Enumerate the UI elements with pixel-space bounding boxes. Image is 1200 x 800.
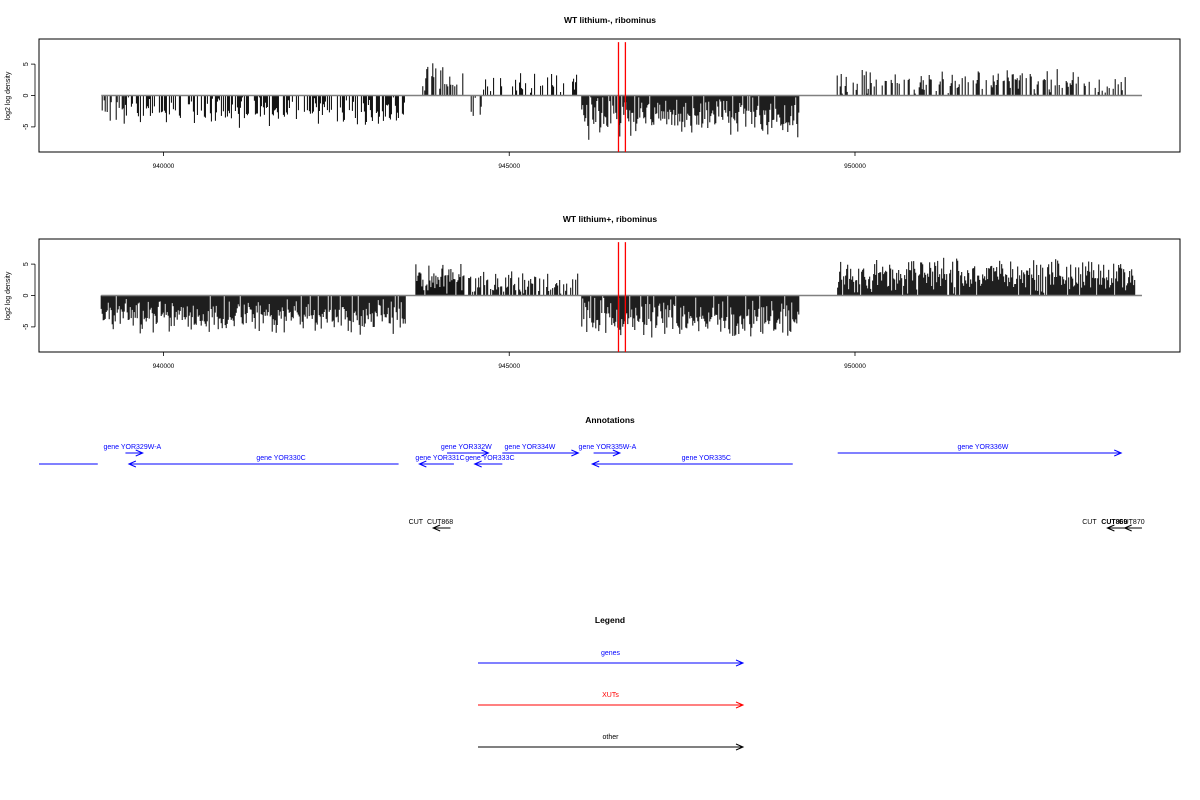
y-tick-label: 0 <box>23 93 30 97</box>
gene-feature: gene YOR332W <box>441 444 492 457</box>
gene-feature: gene YOR335W-A <box>579 444 637 457</box>
other-feature: CUT869 <box>1101 519 1127 526</box>
plot-frame <box>38 38 1181 153</box>
other-feature: CUT868 <box>427 519 453 526</box>
legend-label: genes <box>601 650 621 657</box>
arrow-head <box>571 449 580 457</box>
gene-feature: gene YOR335C <box>590 455 793 468</box>
legend-item: genes <box>478 650 745 667</box>
track-panel-lithium-minus: WT lithium-, ribominus log2 log density … <box>5 15 1181 170</box>
arrow-head <box>735 659 745 667</box>
other-label: CUT868 <box>427 519 453 526</box>
gene-feature: gene YOR331C <box>415 455 465 468</box>
arrow-head <box>481 449 490 457</box>
arrow-head <box>735 701 745 709</box>
x-tick-label: 940000 <box>153 163 175 170</box>
other-feature: CUT <box>409 519 451 532</box>
gene-label: gene YOR335W-A <box>579 444 637 451</box>
y-tick-label: 0 <box>23 293 30 297</box>
panel-title: WT lithium+, ribominus <box>563 214 657 224</box>
x-axis: 940000 945000 950000 <box>153 352 866 370</box>
arrow-head <box>1123 524 1132 532</box>
legend-title: Legend <box>595 615 625 625</box>
other-label: CUT <box>1082 519 1097 526</box>
gene-feature: gene YOR336W <box>837 444 1123 457</box>
annotations-track: Annotations gene YOR329W-A gene YOR330C ge… <box>39 415 1145 532</box>
annotations-title: Annotations <box>585 415 635 425</box>
gene-feature: gene YOR330C <box>127 455 399 468</box>
arrow-head <box>1106 524 1115 532</box>
gene-label: gene YOR334W <box>505 444 556 451</box>
y-tick-label: 5 <box>23 262 30 266</box>
legend-items: genes XUTs other <box>478 650 745 751</box>
arrow-head <box>612 449 622 457</box>
x-tick-label: 945000 <box>498 363 520 370</box>
arrow-head <box>473 460 482 468</box>
xut-markers <box>617 42 627 152</box>
legend-item: other <box>478 734 745 751</box>
gene-label: gene YOR329W-A <box>103 444 161 451</box>
y-axis-label: log2 log density <box>5 271 12 320</box>
arrow-head <box>127 460 137 468</box>
x-tick-label: 940000 <box>153 363 175 370</box>
gene-feature: gene YOR333C <box>465 455 515 468</box>
arrow-head <box>590 460 600 468</box>
gene-label: gene YOR332W <box>441 444 492 451</box>
x-tick-label: 950000 <box>844 363 866 370</box>
panel-title: WT lithium-, ribominus <box>564 15 656 25</box>
gene-label: gene YOR333C <box>465 455 514 462</box>
gene-label: gene YOR336W <box>957 444 1008 451</box>
other-label: CUT869 <box>1101 519 1127 526</box>
arrow-head <box>1114 449 1123 457</box>
other-arrow <box>1123 524 1142 532</box>
arrow-head <box>431 524 441 532</box>
other-label: CUT <box>409 519 424 526</box>
other-label: CUT870 <box>1119 519 1145 526</box>
legend-label: other <box>603 734 620 741</box>
y-axis: 5 0 -5 <box>23 262 36 330</box>
y-axis: 5 0 -5 <box>23 62 36 130</box>
gene-feature: gene YOR334W <box>502 444 580 457</box>
legend-item: XUTs <box>478 692 745 709</box>
other-arrow <box>431 524 451 532</box>
x-axis: 940000 945000 950000 <box>153 152 866 170</box>
arrow-head <box>735 743 745 751</box>
plot-frame <box>38 238 1181 353</box>
y-tick-label: 5 <box>23 62 30 66</box>
arrow-head <box>135 449 144 457</box>
xut-markers <box>617 242 627 352</box>
gene-feature: gene YOR329W-A <box>103 444 162 457</box>
legend: Legend genes XUTs other <box>478 615 745 751</box>
gene-label: gene YOR335C <box>682 455 731 462</box>
x-tick-label: 945000 <box>498 163 520 170</box>
y-tick-label: -5 <box>23 124 30 130</box>
signal-bars <box>101 63 1126 140</box>
gene-label: gene YOR330C <box>256 455 305 462</box>
gene-label: gene YOR331C <box>415 455 464 462</box>
y-axis-label: log2 log density <box>5 71 12 120</box>
arrow-head <box>418 460 427 468</box>
legend-label: XUTs <box>602 692 619 699</box>
signal-bars <box>100 257 1136 338</box>
x-tick-label: 950000 <box>844 163 866 170</box>
y-tick-label: -5 <box>23 324 30 330</box>
track-panel-lithium-plus: WT lithium+, ribominus log2 log density … <box>5 214 1181 370</box>
other-feature: CUT870 <box>1119 519 1145 532</box>
